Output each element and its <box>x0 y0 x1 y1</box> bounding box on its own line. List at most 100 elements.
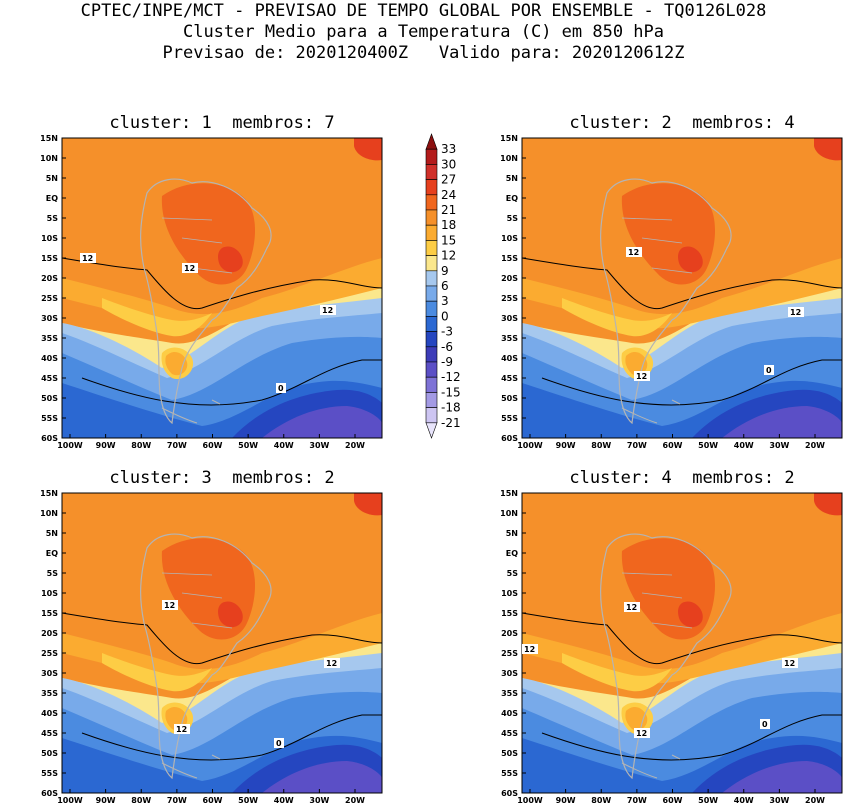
lat-label: 5S <box>507 569 519 578</box>
lon-label: 100W <box>57 796 83 803</box>
lat-label: 30S <box>41 669 58 678</box>
header-line-1: CPTEC/INPE/MCT - PREVISAO DE TEMPO GLOBA… <box>80 1 767 21</box>
contour-label-box <box>624 602 640 612</box>
colorbar-label: 9 <box>441 264 449 278</box>
contour-label: 0 <box>278 384 284 393</box>
lon-label: 50W <box>238 441 258 450</box>
colorbar-swatch <box>425 148 438 165</box>
lat-label: 30S <box>501 669 518 678</box>
contour-label-box <box>274 738 284 748</box>
lat-label: 10S <box>501 589 518 598</box>
lat-label: 15N <box>500 489 518 498</box>
map-frame <box>521 137 843 439</box>
contour-label: 12 <box>176 725 187 734</box>
colorbar-swatch <box>425 422 438 439</box>
lon-label: 100W <box>517 796 543 803</box>
contour-label-box <box>634 371 650 381</box>
contour-label-box <box>80 253 96 263</box>
lon-label: 30W <box>309 441 329 450</box>
lat-label: 10N <box>40 509 58 518</box>
colorbar-label: 27 <box>441 173 456 187</box>
lat-label: 45S <box>41 374 58 383</box>
lon-label: 70W <box>627 441 647 450</box>
contour-label: 0 <box>762 720 768 729</box>
lat-label: 10S <box>41 234 58 243</box>
lon-label: 50W <box>698 441 718 450</box>
lat-label: 50S <box>41 394 58 403</box>
lat-label: EQ <box>46 194 58 203</box>
colorbar-swatch <box>425 331 438 348</box>
colorbar-swatch <box>425 133 438 150</box>
contour-label: 12 <box>82 254 93 263</box>
colorbar-swatch <box>425 179 438 196</box>
lat-label: 10N <box>500 509 518 518</box>
lon-label: 60W <box>203 796 223 803</box>
map-frame <box>61 137 383 439</box>
lon-label: 90W <box>96 796 116 803</box>
colorbar-swatch <box>425 316 438 332</box>
lat-label: EQ <box>506 549 518 558</box>
lon-label: 70W <box>167 796 187 803</box>
lon-label: 70W <box>167 441 187 450</box>
lat-label: 5N <box>506 174 518 183</box>
lat-label: 40S <box>41 709 58 718</box>
contour-label: 12 <box>524 645 535 654</box>
lat-label: 55S <box>41 414 58 423</box>
colorbar-label: -3 <box>441 325 453 339</box>
lon-label: 70W <box>627 796 647 803</box>
lat-label: 60S <box>501 789 518 798</box>
map-field <box>521 137 843 439</box>
header-line-2: Cluster Medio para a Temperatura (C) em … <box>182 22 665 42</box>
contour-label: 12 <box>322 306 333 315</box>
contour-label-box <box>276 383 286 393</box>
lon-label: 20W <box>345 796 365 803</box>
map-frame <box>61 492 383 794</box>
colorbar-label: 0 <box>441 309 449 323</box>
lat-label: 10N <box>500 154 518 163</box>
contour-label: 12 <box>184 264 195 273</box>
colorbar-label: 24 <box>441 188 456 202</box>
contour-label-box <box>634 728 650 738</box>
colorbar-swatch <box>425 376 438 393</box>
lat-label: EQ <box>46 549 58 558</box>
lon-label: 20W <box>805 441 825 450</box>
map-field <box>61 492 383 794</box>
header-line-3: Previsao de: 2020120400Z Valido para: 20… <box>162 43 685 63</box>
colorbar-swatch <box>425 164 438 180</box>
lat-label: 20S <box>41 274 58 283</box>
colorbar-label: 3 <box>441 294 449 308</box>
lat-label: 15N <box>40 134 58 143</box>
lat-label: EQ <box>506 194 518 203</box>
colorbar-swatch <box>425 255 438 272</box>
lat-label: 5S <box>47 569 59 578</box>
lon-label: 80W <box>131 796 151 803</box>
lat-label: 55S <box>501 769 518 778</box>
lon-label: 30W <box>769 796 789 803</box>
lat-label: 15S <box>41 254 58 263</box>
lon-label: 80W <box>591 796 611 803</box>
lat-label: 5N <box>46 529 58 538</box>
colorbar-label: 18 <box>441 218 456 232</box>
panel-4-title: cluster: 4 membros: 2 <box>569 468 795 488</box>
colorbar-swatch <box>425 407 438 424</box>
lon-label: 50W <box>238 796 258 803</box>
lat-label: 25S <box>41 294 58 303</box>
lat-label: 15N <box>500 134 518 143</box>
colorbar-swatch <box>425 240 438 256</box>
contour-label: 12 <box>790 308 801 317</box>
lat-label: 55S <box>501 414 518 423</box>
colorbar-label: 15 <box>441 233 456 247</box>
colorbar-label: 6 <box>441 279 449 293</box>
lat-label: 15S <box>501 254 518 263</box>
colorbar-swatch <box>425 300 438 317</box>
lat-label: 40S <box>41 354 58 363</box>
lat-label: 15S <box>41 609 58 618</box>
lat-label: 40S <box>501 354 518 363</box>
contour-label-box <box>174 724 190 734</box>
contour-label: 12 <box>636 729 647 738</box>
map-field <box>521 492 843 794</box>
contour-label: 0 <box>766 366 772 375</box>
lon-label: 40W <box>734 796 754 803</box>
